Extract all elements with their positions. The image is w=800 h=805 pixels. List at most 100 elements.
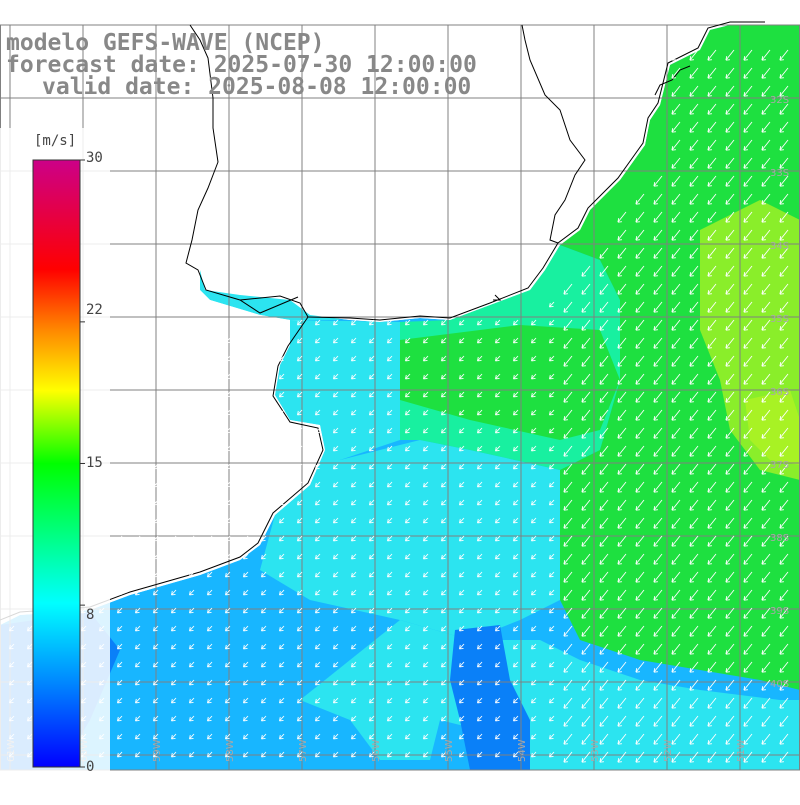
wind-arrow bbox=[635, 283, 645, 295]
wind-arrow bbox=[671, 391, 681, 403]
wind-arrow bbox=[563, 319, 573, 331]
wind-arrow bbox=[761, 175, 771, 187]
wind-arrow bbox=[441, 751, 447, 758]
wind-arrow bbox=[153, 751, 159, 758]
wind-arrow bbox=[671, 625, 681, 637]
wind-arrow bbox=[617, 625, 627, 637]
wind-arrow bbox=[725, 445, 735, 457]
wind-arrow bbox=[261, 715, 267, 722]
wind-arrow bbox=[315, 517, 321, 524]
wind-arrow bbox=[761, 409, 771, 421]
wind-arrow bbox=[707, 175, 717, 187]
wind-arrow bbox=[477, 535, 483, 542]
wind-arrow bbox=[387, 409, 393, 416]
wind-arrow bbox=[405, 391, 411, 398]
wind-arrow bbox=[459, 499, 465, 506]
wind-arrow bbox=[495, 643, 501, 650]
wind-arrow bbox=[743, 247, 753, 259]
wind-arrow bbox=[405, 445, 411, 452]
wind-arrow bbox=[207, 679, 213, 686]
wind-arrow bbox=[707, 643, 717, 655]
wind-arrow bbox=[725, 283, 735, 295]
wind-arrow bbox=[653, 391, 663, 403]
wind-arrow bbox=[761, 535, 771, 547]
wind-arrow bbox=[279, 679, 285, 686]
wind-arrow bbox=[243, 481, 249, 488]
wind-arrow bbox=[315, 391, 321, 398]
wind-arrow bbox=[743, 571, 753, 583]
wind-arrow bbox=[315, 589, 321, 596]
wind-arrow bbox=[653, 355, 663, 367]
wind-arrow bbox=[477, 409, 483, 416]
wind-arrow bbox=[725, 499, 735, 511]
wind-arrow bbox=[779, 643, 789, 655]
wind-arrow bbox=[743, 49, 753, 61]
wind-arrow bbox=[599, 535, 609, 547]
wind-arrow bbox=[761, 607, 771, 619]
wind-arrow bbox=[689, 409, 699, 421]
wind-arrow bbox=[459, 337, 465, 344]
wind-arrow bbox=[563, 697, 573, 709]
wind-arrow bbox=[243, 409, 249, 416]
wind-arrow bbox=[549, 733, 555, 740]
wind-arrow bbox=[531, 553, 537, 560]
wind-arrow bbox=[279, 535, 285, 542]
wind-arrow bbox=[725, 571, 735, 583]
wind-arrow bbox=[725, 85, 735, 97]
wind-arrow bbox=[171, 499, 177, 506]
wind-arrow bbox=[405, 625, 411, 632]
wind-arrow bbox=[531, 607, 537, 614]
wind-arrow bbox=[671, 139, 681, 151]
wind-arrow bbox=[315, 553, 321, 560]
wind-arrow bbox=[653, 409, 663, 421]
wind-arrow bbox=[779, 589, 789, 601]
wind-arrow bbox=[671, 445, 681, 457]
wind-arrow bbox=[351, 607, 357, 614]
wind-arrow bbox=[725, 409, 735, 421]
wind-arrow bbox=[779, 319, 789, 331]
wind-arrow bbox=[513, 751, 519, 758]
wind-arrow bbox=[279, 553, 285, 560]
colorbar-tick-8: 8 bbox=[86, 607, 95, 623]
forecast-date: forecast date: 2025-07-30 12:00:00 bbox=[6, 52, 477, 78]
wind-arrow bbox=[599, 481, 609, 493]
wind-arrow bbox=[315, 409, 321, 416]
wind-arrow bbox=[725, 139, 735, 151]
wind-arrow bbox=[707, 517, 717, 529]
wind-arrow bbox=[563, 589, 573, 601]
wind-arrow bbox=[617, 679, 627, 691]
wind-arrow bbox=[423, 535, 429, 542]
wind-arrow bbox=[707, 607, 717, 619]
wind-arrow bbox=[117, 589, 123, 596]
wind-arrow bbox=[261, 679, 267, 686]
wind-arrow bbox=[207, 427, 213, 434]
wind-arrow bbox=[689, 337, 699, 349]
wind-arrow bbox=[189, 463, 195, 470]
wind-arrow bbox=[563, 607, 573, 619]
wind-arrow bbox=[495, 463, 501, 470]
wind-arrow bbox=[153, 481, 159, 488]
wind-arrow bbox=[779, 157, 789, 169]
wind-arrow bbox=[261, 499, 267, 506]
wind-arrow bbox=[531, 643, 537, 650]
wind-arrow bbox=[405, 481, 411, 488]
wind-arrow bbox=[599, 589, 609, 601]
wind-arrow bbox=[333, 643, 339, 650]
wind-arrow bbox=[599, 247, 609, 259]
wind-arrow bbox=[707, 553, 717, 565]
wind-arrow bbox=[581, 679, 591, 691]
wind-arrow bbox=[671, 661, 681, 673]
wind-arrow bbox=[635, 751, 645, 763]
wind-arrow bbox=[599, 499, 609, 511]
wind-arrow bbox=[495, 679, 501, 686]
wind-arrow bbox=[477, 661, 483, 668]
wind-arrow bbox=[369, 373, 375, 380]
wind-arrow bbox=[495, 697, 501, 704]
wind-arrow bbox=[635, 733, 645, 745]
wind-arrow bbox=[761, 589, 771, 601]
wind-arrow bbox=[563, 445, 573, 457]
wind-arrow bbox=[617, 301, 627, 313]
wind-arrow bbox=[563, 733, 573, 745]
wind-arrow bbox=[315, 337, 321, 344]
wind-arrow bbox=[563, 517, 573, 529]
